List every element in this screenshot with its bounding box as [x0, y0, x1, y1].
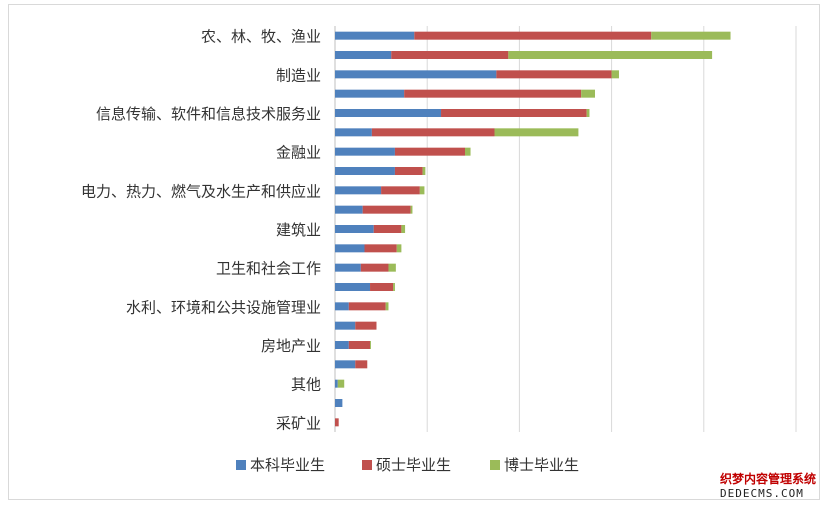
category-label: 电力、热力、燃气及水生产和供应业: [81, 182, 321, 200]
bar-segment-series-1-row-7: [335, 147, 395, 156]
category-label: 制造业: [276, 66, 321, 84]
bar-segment-series-3-row-1: [651, 31, 731, 40]
bar-segment-series-1-row-8: [335, 167, 395, 175]
bar-segment-series-3-row-7: [465, 147, 471, 156]
watermark-line2: DEDECMS.COM: [720, 487, 804, 500]
bar-segment-series-2-row-18: [355, 360, 368, 369]
bar-segment-series-3-row-6: [494, 128, 579, 137]
bar-segment-series-2-row-13: [360, 263, 389, 272]
category-label: 房地产业: [261, 337, 321, 355]
bar-segment-series-2-row-8: [394, 167, 423, 175]
bar-segment-series-3-row-11: [401, 225, 406, 233]
bar-segment-series-3-row-3: [611, 70, 619, 79]
bar-segment-series-1-row-5: [335, 109, 442, 117]
bar-segment-series-3-row-12: [396, 244, 402, 253]
chart-frame: [8, 4, 820, 500]
legend-label-2: 硕士毕业生: [376, 456, 451, 474]
bar-segment-series-1-row-6: [335, 128, 372, 137]
bar-segment-series-1-row-12: [335, 244, 365, 253]
bar-segment-series-2-row-7: [394, 147, 466, 156]
bar-segment-series-2-row-11: [373, 225, 402, 233]
bar-segment-series-2-row-21: [335, 418, 339, 427]
bar-segment-series-3-row-17: [370, 341, 371, 349]
bar-segment-series-3-row-5: [586, 109, 590, 117]
category-label: 采矿业: [276, 414, 321, 432]
bar-segment-series-2-row-5: [441, 109, 587, 117]
bar-segment-series-3-row-19: [337, 379, 345, 388]
bar-segment-series-1-row-20: [335, 399, 343, 407]
bar-segment-series-3-row-15: [385, 302, 389, 311]
watermark: 织梦内容管理系统 DEDECMS.COM: [720, 471, 816, 500]
watermark-line1: 织梦内容管理系统: [720, 471, 816, 486]
bar-segment-series-1-row-2: [335, 51, 392, 59]
bar-segment-series-2-row-4: [404, 89, 582, 98]
bar-segment-series-1-row-4: [335, 89, 405, 98]
category-label: 卫生和社会工作: [216, 260, 321, 278]
category-label: 建筑业: [276, 221, 321, 239]
bar-segment-series-2-row-17: [348, 341, 371, 349]
bar-segment-series-2-row-3: [496, 70, 612, 79]
legend-label-1: 本科毕业生: [250, 456, 325, 474]
legend-swatch-3: [490, 460, 500, 470]
bar-segment-series-1-row-17: [335, 341, 349, 349]
bar-segment-series-1-row-1: [335, 31, 415, 40]
legend-swatch-2: [362, 460, 372, 470]
category-label: 水利、环境和公共设施管理业: [126, 298, 321, 316]
legend-label-3: 博士毕业生: [504, 456, 579, 474]
bar-segment-series-3-row-9: [419, 186, 425, 195]
bar-segment-series-2-row-6: [371, 128, 495, 137]
category-label: 其他: [291, 376, 321, 394]
bar-segment-series-1-row-16: [335, 321, 356, 330]
category-labels: 农、林、牧、渔业制造业信息传输、软件和信息技术服务业金融业电力、热力、燃气及水生…: [81, 28, 321, 433]
bar-segment-series-1-row-10: [335, 205, 363, 214]
bar-segment-series-2-row-1: [414, 31, 652, 40]
bar-segment-series-3-row-8: [422, 167, 426, 175]
bar-segment-series-1-row-11: [335, 225, 374, 233]
category-label: 金融业: [276, 144, 321, 162]
bar-segment-series-3-row-14: [393, 283, 395, 291]
bar-segment-series-3-row-10: [410, 205, 413, 214]
bar-segment-series-3-row-4: [581, 89, 596, 98]
bar-segment-series-3-row-13: [388, 263, 396, 272]
bar-segment-series-1-row-3: [335, 70, 497, 79]
bar-segment-series-1-row-9: [335, 186, 382, 195]
bar-segment-series-1-row-19: [335, 379, 338, 388]
bar-segment-series-2-row-10: [362, 205, 411, 214]
bar-segment-series-3-row-2: [508, 51, 713, 59]
bar-segment-series-2-row-14: [370, 283, 394, 291]
bar-segment-series-1-row-14: [335, 283, 371, 291]
bar-segment-series-2-row-16: [355, 321, 377, 330]
category-label: 信息传输、软件和信息技术服务业: [96, 105, 321, 123]
bar-segment-series-2-row-9: [381, 186, 420, 195]
bar-segment-series-1-row-13: [335, 263, 361, 272]
bar-segment-series-2-row-2: [391, 51, 509, 59]
category-label: 农、林、牧、渔业: [201, 28, 321, 46]
bars: [335, 31, 731, 427]
bar-segment-series-1-row-15: [335, 302, 349, 311]
bar-segment-series-1-row-18: [335, 360, 356, 369]
bar-segment-series-2-row-12: [364, 244, 397, 253]
legend-swatch-1: [236, 460, 246, 470]
legend: 本科毕业生 硕士毕业生 博士毕业生: [236, 456, 579, 474]
bar-segment-series-2-row-15: [348, 302, 386, 311]
